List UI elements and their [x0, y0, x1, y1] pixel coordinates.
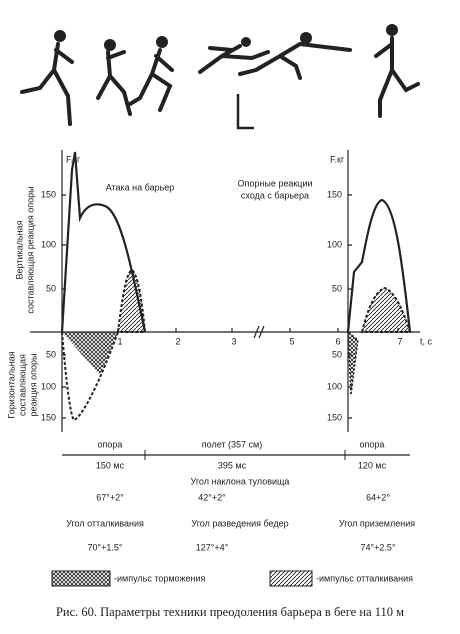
- x-tick-label: 1: [117, 336, 122, 346]
- y-tick-label: 100: [41, 381, 56, 391]
- y-tick-label: 100: [327, 239, 342, 249]
- legend-swatch: [51, 570, 111, 587]
- row-title: Угол приземления: [339, 518, 415, 528]
- x-unit: t, c: [420, 336, 433, 346]
- row-title: Угол разведения бедер: [191, 518, 288, 528]
- legend-text: -импульс торможения: [114, 573, 205, 583]
- curves: [60, 151, 412, 422]
- y-unit: F.кг: [330, 154, 345, 164]
- y-tick-label: 50: [332, 283, 342, 293]
- plot-title: Атака на барьер: [106, 182, 175, 192]
- phase-dividers: [144, 450, 346, 460]
- y-tick-label: 50: [46, 283, 56, 293]
- row-title: Угол отталкивания: [66, 518, 144, 528]
- axis-label: составляющая реакция опоры: [25, 186, 35, 313]
- x-tick-label: 3: [231, 336, 236, 346]
- trunk-angle: 64+2°: [366, 492, 390, 502]
- y-tick-label: 150: [327, 412, 342, 422]
- x-tick-label: 2: [175, 336, 180, 346]
- x-tick-label: 6: [335, 336, 340, 346]
- y-tick-label: 150: [41, 412, 56, 422]
- phase: полет (357 см): [202, 439, 262, 449]
- y-tick-label: 100: [41, 239, 56, 249]
- trunk-angle: 67°+2°: [96, 492, 124, 502]
- x-tick-label: 7: [397, 336, 402, 346]
- legend-text: -импульс отталкивания: [316, 573, 413, 583]
- athletes: [20, 24, 420, 130]
- x-tick-label: 5: [289, 336, 294, 346]
- phase: опора: [98, 439, 123, 449]
- y-tick-label: 50: [332, 349, 342, 359]
- axis-label: составляющая: [17, 354, 27, 416]
- angle: 127°+4°: [196, 542, 229, 552]
- duration: 395 мс: [218, 460, 247, 470]
- y-tick-label: 100: [327, 381, 342, 391]
- y-unit: F.кг: [66, 154, 81, 164]
- axis-label: Горизонтальная: [6, 351, 16, 418]
- angle: 74°+2.5°: [361, 542, 396, 552]
- axis-label: Вертикальная: [14, 220, 24, 279]
- y-tick-label: 150: [327, 189, 342, 199]
- axis-label: реакция опоры: [28, 354, 38, 417]
- plot-title: схода с барьера: [241, 190, 309, 200]
- axes: [30, 150, 420, 432]
- trunk-angle: 42°+2°: [198, 492, 226, 502]
- duration: 150 мс: [96, 460, 125, 470]
- duration: 120 мс: [358, 460, 387, 470]
- row-title: Угол наклона туловища: [191, 476, 290, 486]
- plot-title: Опорные реакции: [238, 178, 313, 188]
- phase: опора: [360, 439, 385, 449]
- angle: 70°+1.5°: [88, 542, 123, 552]
- caption: Рис. 60. Параметры техники преодоления б…: [56, 605, 404, 619]
- y-tick-label: 50: [46, 349, 56, 359]
- legend-swatch: [269, 570, 313, 587]
- y-tick-label: 150: [41, 189, 56, 199]
